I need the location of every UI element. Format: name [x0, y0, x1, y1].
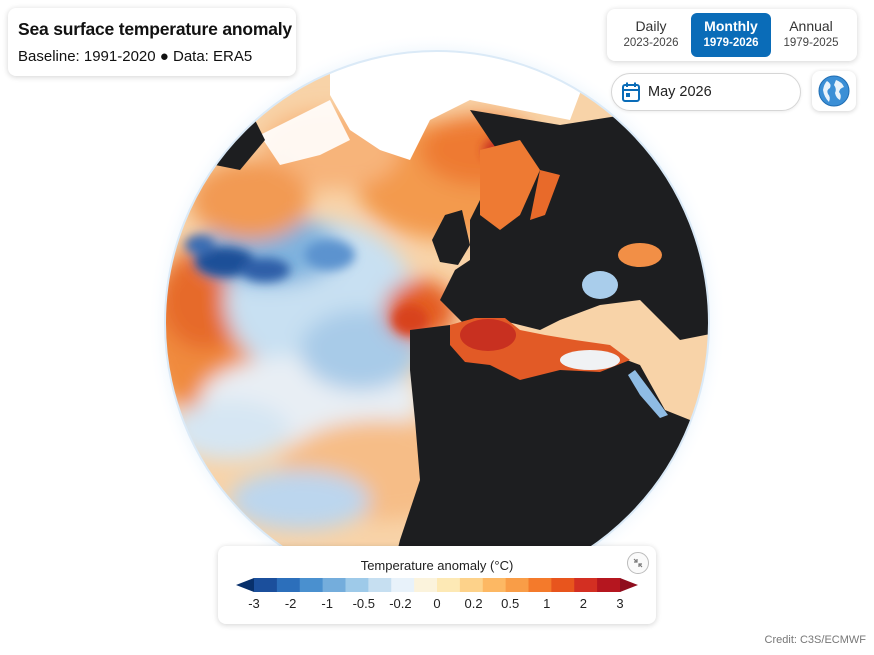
legend-color-bin: [437, 578, 461, 592]
tab-daily[interactable]: Daily 2023-2026: [611, 13, 691, 57]
legend-color-bin: [459, 578, 484, 592]
collapse-arrows-icon: [633, 558, 643, 568]
legend-color-bin: [528, 578, 552, 592]
date-picker[interactable]: May 2026: [611, 73, 801, 111]
legend-tick-label: 0.5: [501, 596, 519, 611]
legend-color-bin: [322, 578, 346, 592]
legend-color-bin: [551, 578, 575, 592]
legend-color-bin: [482, 578, 507, 592]
tab-label: Annual: [789, 18, 833, 34]
legend-title: Temperature anomaly (°C): [360, 558, 514, 573]
legend-collapse-button[interactable]: [627, 552, 649, 574]
tab-label: Daily: [635, 18, 667, 34]
legend-tick-label: 0: [433, 596, 440, 611]
legend-colorbar: -3 -2 -1 -0.5 -0.2 0 0.2 0.5 1 2 3: [236, 578, 638, 611]
legend-tick-label: -0.5: [353, 596, 375, 611]
legend-max-arrow: [620, 578, 638, 592]
legend-tick-label: -2: [285, 596, 297, 611]
legend-color-bin: [345, 578, 369, 592]
legend-color-bin: [391, 578, 415, 592]
legend-color-bin: [574, 578, 598, 592]
tab-annual[interactable]: Annual 1979-2025: [771, 13, 851, 57]
tab-monthly[interactable]: Monthly 1979-2026: [691, 13, 771, 57]
arctic-ice: [330, 51, 600, 160]
legend-color-bin: [368, 578, 392, 592]
legend-color-bin: [276, 578, 301, 592]
legend-color-bin: [254, 578, 278, 592]
tab-label: Monthly: [704, 18, 758, 34]
legend-tick-label: -0.2: [389, 596, 411, 611]
uk-ireland: [432, 210, 470, 265]
legend-color-bin: [505, 578, 529, 592]
credit-text: Credit: C3S/ECMWF: [764, 634, 866, 646]
legend-color-bin: [597, 578, 621, 592]
page-title: Sea surface temperature anomaly: [18, 19, 292, 39]
date-picker-value: May 2026: [648, 84, 712, 100]
legend-tick-label: 1: [543, 596, 550, 611]
view-toggle-button[interactable]: [812, 71, 856, 111]
calendar-icon: [622, 82, 640, 102]
legend-color-bin: [414, 578, 438, 592]
legend-tick-label: 0.2: [465, 596, 483, 611]
legend-tick-label: 2: [580, 596, 587, 611]
title-card: Sea surface temperature anomaly Baseline…: [8, 8, 296, 76]
legend-tick-label: 3: [616, 596, 623, 611]
legend-color-bin: [299, 578, 324, 592]
globe-surface: [165, 51, 709, 595]
legend-panel: Temperature anomaly (°C) -3 -2 -1 -0.5 -0.2 0…: [218, 546, 656, 624]
legend-min-arrow: [236, 578, 254, 592]
legend-tick-label: -1: [321, 596, 333, 611]
tab-range: 1979-2025: [783, 37, 839, 49]
timescale-tabs: Daily 2023-2026 Monthly 1979-2026 Annual…: [607, 9, 857, 61]
legend-tick-label: -3: [248, 596, 260, 611]
tab-range: 2023-2026: [623, 37, 679, 49]
page-subtitle: Baseline: 1991-2020 ● Data: ERA5: [18, 48, 253, 65]
globe-icon: [818, 75, 850, 107]
tab-range: 1979-2026: [703, 37, 759, 49]
